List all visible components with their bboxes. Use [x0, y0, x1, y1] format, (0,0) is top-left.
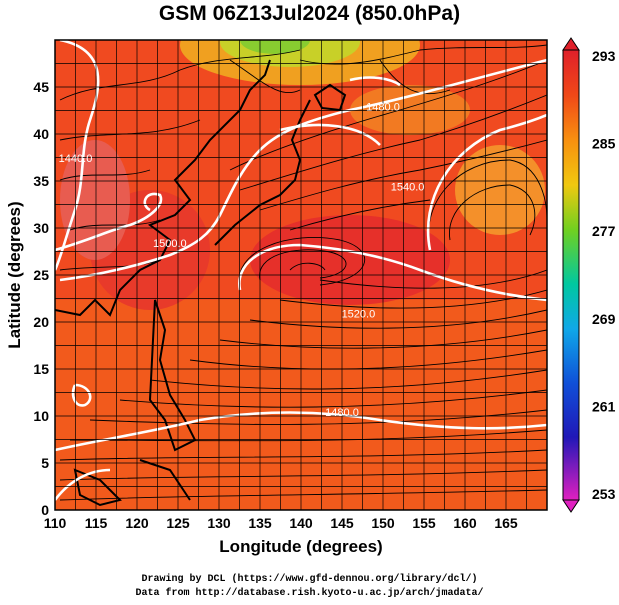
plot-frame [54, 39, 548, 511]
x-tick-label: 150 [371, 515, 395, 531]
x-tick-label: 145 [330, 515, 354, 531]
colorbar-tick-labels: 293 285 277 269 261 253 [592, 48, 616, 502]
x-tick-labels: 110 115 120 125 130 135 140 145 150 155 160 165 [44, 515, 518, 531]
drawing-credit: Drawing by DCL (https://www.gfd-dennou.o… [141, 574, 478, 585]
contour-label: 1440.0 [59, 153, 93, 165]
y-tick-label: 45 [33, 79, 49, 95]
y-tick-label: 5 [41, 455, 49, 471]
x-tick-label: 140 [289, 515, 313, 531]
x-tick-label: 120 [125, 515, 149, 531]
colorbar: 293 285 277 269 261 253 [562, 37, 616, 513]
contour-label: 1520.0 [342, 308, 376, 320]
x-tick-label: 160 [453, 515, 477, 531]
data-source-credit: Data from http://database.rish.kyoto-u.a… [135, 588, 484, 599]
x-tick-label: 115 [85, 515, 108, 531]
contour-label: 1540.0 [391, 181, 425, 193]
wind-streamlines [59, 44, 547, 501]
chart-title: GSM 06Z13Jul2024 (850.0hPa) [158, 2, 461, 25]
x-tick-label: 110 [44, 515, 67, 531]
colorbar-tick-label: 261 [592, 398, 616, 414]
x-tick-label: 165 [494, 515, 518, 531]
x-tick-label: 130 [207, 515, 231, 531]
contour-label: 1480.0 [325, 407, 359, 419]
y-tick-label: 20 [33, 314, 49, 330]
y-axis-label: Latitude (degrees) [5, 201, 24, 349]
y-tick-label: 10 [33, 408, 49, 424]
contour-label: 1500.0 [153, 238, 187, 250]
y-tick-label: 15 [33, 361, 49, 377]
x-axis-label: Longitude (degrees) [219, 537, 383, 556]
y-tick-label: 0 [41, 502, 49, 518]
contour-labels: 1440.0 1500.0 1520.0 1480.0 1540.0 1480.0 [59, 102, 425, 420]
x-tick-label: 125 [166, 515, 190, 531]
colorbar-tick-label: 269 [592, 311, 616, 327]
colorbar-tick-label: 253 [592, 486, 616, 502]
x-tick-label: 155 [412, 515, 436, 531]
x-tick-label: 135 [248, 515, 272, 531]
colorbar-tick-label: 285 [592, 136, 616, 152]
contour-label: 1480.0 [366, 102, 400, 114]
y-tick-label: 25 [33, 267, 49, 283]
lat-lon-grid [55, 40, 547, 510]
y-tick-label: 40 [33, 126, 49, 142]
colorbar-tick-label: 277 [592, 223, 616, 239]
colorbar-tick-label: 293 [592, 48, 616, 64]
colorbar-bottom-arrow [562, 499, 580, 513]
colorbar-top-arrow [562, 37, 580, 51]
colorbar-bar [562, 49, 580, 501]
y-tick-label: 35 [33, 173, 49, 189]
y-tick-label: 30 [33, 220, 49, 236]
y-tick-labels: 0 5 10 15 20 25 30 35 40 45 [33, 79, 49, 518]
